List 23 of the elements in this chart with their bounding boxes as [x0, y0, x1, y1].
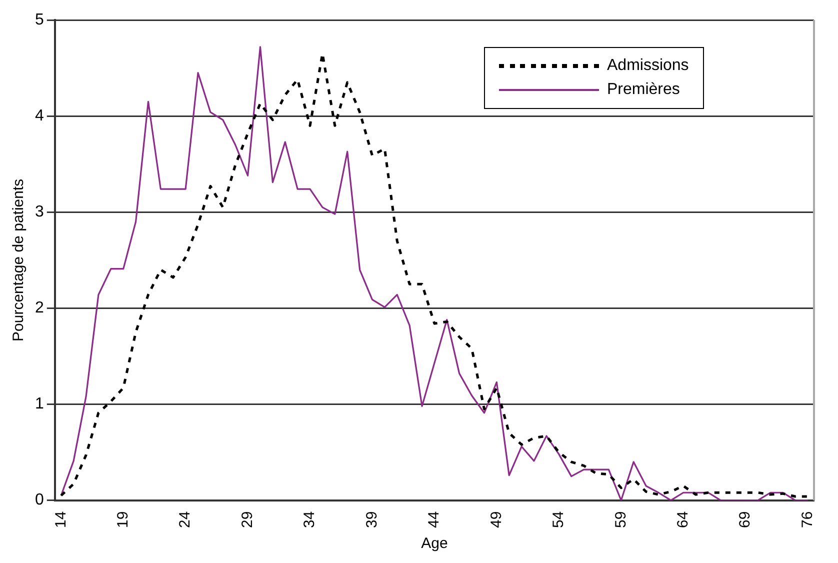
x-tick-label: 29 — [238, 511, 256, 528]
y-tick-label: 3 — [34, 204, 44, 221]
x-tick-label: 34 — [301, 511, 318, 528]
x-tick-label: 14 — [52, 511, 70, 528]
y-tick-label: 5 — [34, 11, 44, 28]
x-tick-label: 69 — [736, 511, 754, 528]
x-tick-label: 59 — [612, 511, 630, 528]
y-tick-label: 2 — [34, 300, 44, 317]
x-tick-label: 44 — [426, 511, 443, 528]
y-tick-label: 1 — [34, 396, 44, 413]
legend-label: Admissions — [607, 57, 689, 75]
y-axis-title: Pourcentage de patients — [10, 178, 28, 342]
x-axis-title: Age — [421, 535, 448, 552]
x-tick-label: 24 — [176, 511, 194, 528]
x-tick-label: 49 — [488, 511, 505, 528]
x-tick-label: 54 — [550, 511, 568, 528]
y-tick-label: 0 — [34, 492, 44, 509]
x-tick-label: 76 — [798, 511, 816, 528]
y-tick-label: 4 — [34, 107, 44, 124]
legend-label: Premières — [607, 81, 680, 99]
x-tick-label: 39 — [363, 511, 380, 528]
x-tick-label: 64 — [674, 511, 692, 528]
x-tick-label: 19 — [114, 511, 132, 528]
